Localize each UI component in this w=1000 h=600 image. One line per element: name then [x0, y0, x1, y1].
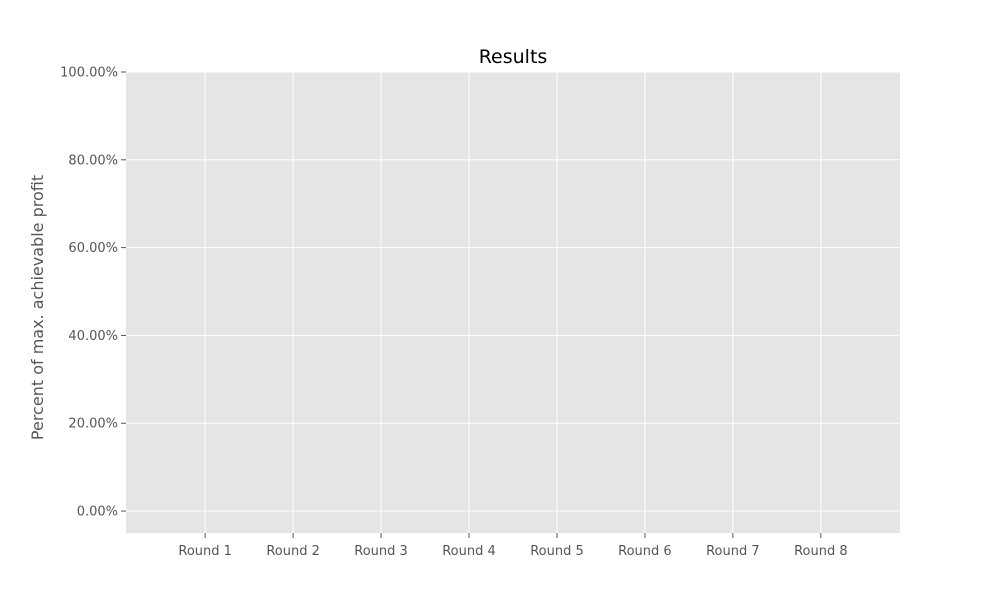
x-axis: Round 1 Round 2 Round 3 Round 4 Round 5 Round…	[178, 533, 848, 559]
y-tick-label: 60.00%	[68, 241, 118, 256]
grid-lines	[126, 71, 900, 533]
y-tick-label: 40.00%	[68, 329, 118, 344]
plot-area	[126, 72, 900, 533]
x-tick-label: Round 1	[178, 544, 232, 559]
y-tick-label: 80.00%	[68, 153, 118, 168]
y-axis-label: Percent of max. achievable profit	[28, 175, 47, 440]
x-tick-label: Round 8	[794, 544, 848, 559]
x-tick-label: Round 6	[618, 544, 672, 559]
x-tick-label: Round 3	[354, 544, 408, 559]
chart-title: Results	[479, 46, 548, 68]
y-tick-label: 20.00%	[68, 417, 118, 432]
y-axis: 0.00% 20.00% 40.00% 60.00% 80.00% 100.00%	[60, 66, 126, 520]
y-tick-label: 100.00%	[60, 66, 118, 81]
x-tick-label: Round 5	[530, 544, 584, 559]
x-tick-label: Round 7	[706, 544, 760, 559]
x-tick-label: Round 2	[266, 544, 320, 559]
y-tick-label: 0.00%	[77, 505, 118, 520]
x-tick-label: Round 4	[442, 544, 496, 559]
